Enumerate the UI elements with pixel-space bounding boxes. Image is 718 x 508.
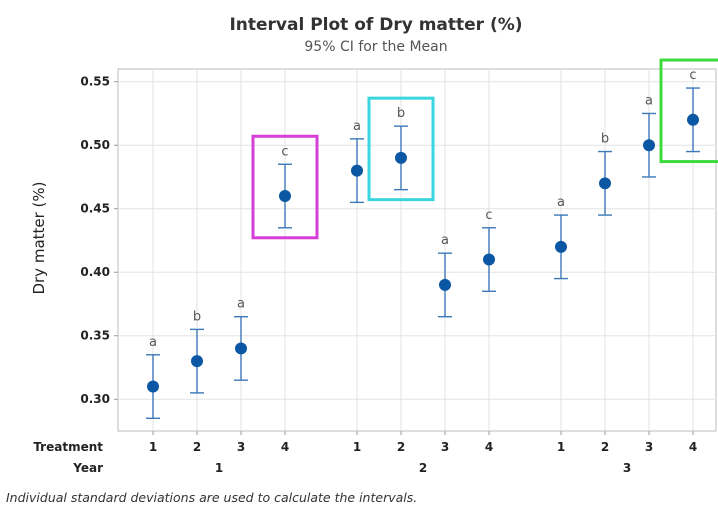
treatment-tick-label: 2: [193, 440, 201, 454]
footnote: Individual standard deviations are used …: [6, 490, 417, 505]
treatment-tick-label: 1: [149, 440, 157, 454]
x-row-label-treatment: Treatment: [33, 440, 103, 454]
y-tick-label: 0.30: [80, 392, 110, 406]
y-tick-label: 0.40: [80, 265, 110, 279]
plot-area: 0.300.350.400.450.500.551 2 3 4 1 2 3 4 1 2 3 41 2 3a…: [80, 58, 718, 475]
group-letter: a: [149, 335, 157, 350]
group-letter: c: [281, 144, 288, 159]
treatment-tick-label: 3: [237, 440, 245, 454]
group-letter: b: [601, 132, 609, 147]
mean-point: [191, 355, 203, 368]
mean-point: [687, 113, 699, 126]
group-letter: b: [193, 309, 201, 324]
group-letter: a: [441, 233, 449, 248]
mean-point: [147, 380, 159, 393]
treatment-tick-label: 2: [601, 440, 609, 454]
treatment-tick-label: 3: [645, 440, 653, 454]
mean-point: [643, 139, 655, 152]
mean-point: [555, 240, 567, 253]
chart-title: Interval Plot of Dry matter (%): [229, 15, 522, 35]
year-group-label: 2: [419, 461, 427, 475]
mean-point: [351, 164, 363, 177]
treatment-tick-label: 4: [689, 440, 697, 454]
year-group-label: 1: [215, 461, 223, 475]
treatment-tick-label: 1: [557, 440, 565, 454]
y-tick-label: 0.50: [80, 138, 110, 152]
mean-point: [395, 151, 407, 164]
mean-point: [599, 177, 611, 190]
treatment-tick-label: 4: [485, 440, 493, 454]
highlight-box: [659, 58, 718, 164]
mean-point: [439, 278, 451, 291]
treatment-tick-label: 2: [397, 440, 405, 454]
y-axis-label: Dry matter (%): [30, 181, 48, 294]
treatment-tick-label: 3: [441, 440, 449, 454]
group-letter: b: [397, 106, 405, 121]
group-letter: a: [645, 93, 653, 108]
treatment-tick-label: 4: [281, 440, 289, 454]
plot-frame: [117, 68, 717, 432]
mean-point: [483, 253, 495, 266]
highlight-box: [251, 134, 319, 240]
treatment-tick-label: 1: [353, 440, 361, 454]
chart-subtitle: 95% CI for the Mean: [304, 39, 447, 55]
group-letter: c: [689, 68, 696, 83]
y-tick-label: 0.35: [80, 329, 110, 343]
group-letter: a: [353, 119, 361, 134]
mean-point: [279, 190, 291, 203]
mean-point: [235, 342, 247, 355]
highlight-box: [367, 96, 435, 202]
x-row-label-year: Year: [72, 461, 103, 475]
group-letter: a: [557, 195, 565, 210]
group-letter: c: [485, 208, 492, 223]
group-letter: a: [237, 297, 245, 312]
y-tick-label: 0.55: [80, 75, 110, 89]
year-group-label: 3: [623, 461, 631, 475]
y-tick-label: 0.45: [80, 202, 110, 216]
